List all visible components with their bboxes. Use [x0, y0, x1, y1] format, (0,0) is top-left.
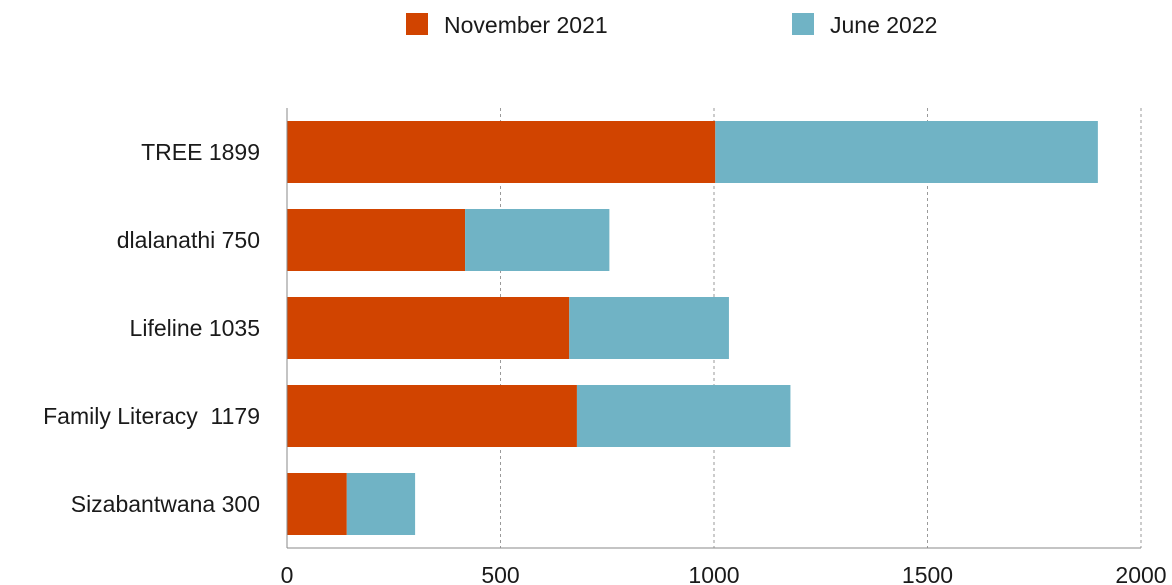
category-label: Sizabantwana 300 — [71, 491, 260, 517]
legend-label-nov-2021: November 2021 — [444, 12, 608, 38]
x-tick-label: 1000 — [688, 562, 739, 585]
bar-nov-2021-1 — [287, 209, 466, 271]
x-tick-label: 0 — [281, 562, 294, 585]
bar-jun-2022-2 — [569, 297, 729, 359]
legend-label-jun-2022: June 2022 — [830, 12, 937, 38]
bar-nov-2021-2 — [287, 297, 570, 359]
bar-jun-2022-3 — [576, 385, 791, 447]
bar-nov-2021-0 — [287, 121, 716, 183]
axes — [286, 108, 1141, 549]
bar-jun-2022-0 — [715, 121, 1098, 183]
legend-swatch-nov-2021 — [406, 13, 428, 35]
category-label: Lifeline 1035 — [130, 315, 260, 341]
x-tick-label: 2000 — [1115, 562, 1166, 585]
category-label: dlalanathi 750 — [117, 227, 260, 253]
legend-swatch-jun-2022 — [792, 13, 814, 35]
x-tick-label: 1500 — [902, 562, 953, 585]
category-label: Family Literacy 1179 — [43, 403, 260, 429]
bar-jun-2022-1 — [465, 209, 610, 271]
legend: November 2021 June 2022 — [406, 12, 937, 38]
x-tick-labels: 0 500 1000 1500 2000 — [281, 562, 1167, 585]
category-labels: TREE 1899 dlalanathi 750 Lifeline 1035 Fami… — [43, 139, 260, 517]
bar-nov-2021-3 — [287, 385, 577, 447]
category-label: TREE 1899 — [141, 139, 260, 165]
bar-nov-2021-4 — [287, 473, 347, 535]
bar-jun-2022-4 — [346, 473, 416, 535]
bars — [287, 121, 1098, 535]
x-tick-label: 500 — [481, 562, 519, 585]
